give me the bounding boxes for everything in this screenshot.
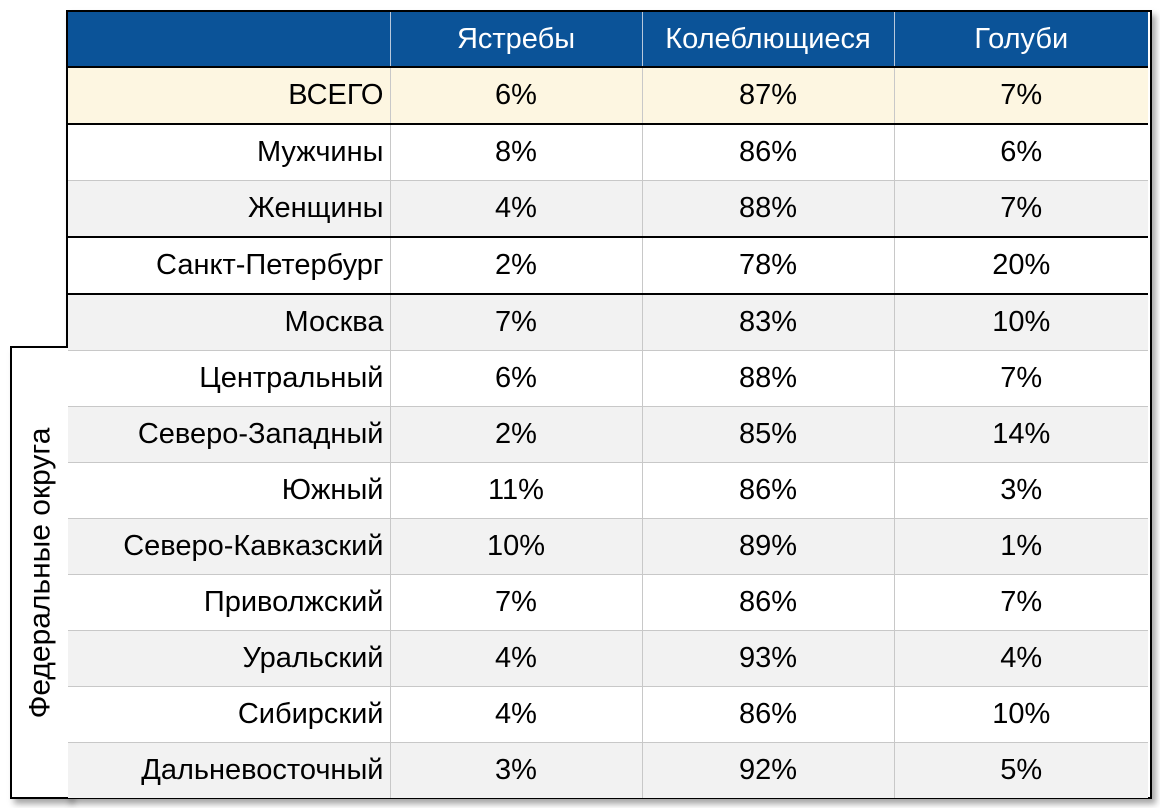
value-undecided-cell: 86% [641, 462, 894, 519]
table-row: Южный 11% 86% 3% [68, 462, 1148, 519]
value-hawks-cell: 7% [389, 293, 642, 351]
value-hawks-cell: 2% [389, 236, 642, 294]
table-row: Сибирский 4% 86% 10% [68, 686, 1148, 743]
row-label: Центральный [68, 350, 390, 407]
table-row: Санкт-Петербург 2% 78% 20% [68, 236, 1148, 294]
value-doves-cell: 7% [893, 180, 1148, 237]
value-doves-cell: 7% [893, 574, 1148, 631]
row-label: Южный [68, 462, 390, 519]
value-doves-cell: 10% [893, 686, 1148, 743]
table-body: ВСЕГО 6% 87% 7% Мужчины 8% 86% 6% Женщины 4% 88% 7%… [68, 66, 1148, 798]
value-undecided-cell: 86% [641, 686, 894, 743]
table-row: Москва 7% 83% 10% [68, 293, 1148, 351]
row-label: Северо-Кавказский [68, 518, 390, 575]
row-label: Дальневосточный [68, 742, 390, 798]
table-row: Северо-Западный 2% 85% 14% [68, 406, 1148, 463]
row-label: Северо-Западный [68, 406, 390, 463]
value-doves-cell: 6% [893, 123, 1148, 181]
value-hawks-cell: 4% [389, 630, 642, 687]
value-hawks-cell: 4% [389, 686, 642, 743]
value-undecided-cell: 88% [641, 350, 894, 407]
table-row: Женщины 4% 88% 7% [68, 180, 1148, 237]
value-undecided-cell: 83% [641, 293, 894, 351]
table-row: ВСЕГО 6% 87% 7% [68, 66, 1148, 124]
value-hawks-cell: 8% [389, 123, 642, 181]
value-undecided-cell: 89% [641, 518, 894, 575]
header-cell-doves: Голуби [893, 12, 1148, 67]
value-doves-cell: 7% [893, 66, 1148, 124]
row-label: Приволжский [68, 574, 390, 631]
group-label: Федеральные округа [10, 346, 70, 799]
value-hawks-cell: 4% [389, 180, 642, 237]
table-row: Северо-Кавказский 10% 89% 1% [68, 518, 1148, 575]
value-undecided-cell: 88% [641, 180, 894, 237]
value-doves-cell: 4% [893, 630, 1148, 687]
row-label: Сибирский [68, 686, 390, 743]
value-hawks-cell: 6% [389, 350, 642, 407]
header-cell-corner [68, 12, 390, 67]
value-hawks-cell: 3% [389, 742, 642, 798]
header-cell-hawks: Ястребы [389, 12, 642, 67]
value-doves-cell: 10% [893, 293, 1148, 351]
value-hawks-cell: 2% [389, 406, 642, 463]
value-hawks-cell: 7% [389, 574, 642, 631]
row-label: Москва [68, 293, 390, 351]
value-doves-cell: 7% [893, 350, 1148, 407]
group-frame [10, 346, 70, 799]
value-hawks-cell: 11% [389, 462, 642, 519]
value-undecided-cell: 86% [641, 123, 894, 181]
value-doves-cell: 3% [893, 462, 1148, 519]
table-row: Дальневосточный 3% 92% 5% [68, 742, 1148, 798]
row-label: ВСЕГО [68, 66, 390, 124]
value-doves-cell: 20% [893, 236, 1148, 294]
value-undecided-cell: 87% [641, 66, 894, 124]
row-label: Женщины [68, 180, 390, 237]
value-undecided-cell: 93% [641, 630, 894, 687]
value-doves-cell: 14% [893, 406, 1148, 463]
row-label: Уральский [68, 630, 390, 687]
group-label-text: Федеральные округа [23, 427, 56, 718]
value-undecided-cell: 92% [641, 742, 894, 798]
value-undecided-cell: 78% [641, 236, 894, 294]
value-hawks-cell: 10% [389, 518, 642, 575]
table-row: Центральный 6% 88% 7% [68, 350, 1148, 407]
header-row: Ястребы Колеблющиеся Голуби [68, 12, 1148, 67]
row-label: Санкт-Петербург [68, 236, 390, 294]
table-row: Мужчины 8% 86% 6% [68, 123, 1148, 181]
table-row: Приволжский 7% 86% 7% [68, 574, 1148, 631]
results-table: Ястребы Колеблющиеся Голуби ВСЕГО 6% 87% 7%… [68, 12, 1148, 798]
header-cell-undecided: Колеблющиеся [641, 12, 894, 67]
table-row: Уральский 4% 93% 4% [68, 630, 1148, 687]
value-hawks-cell: 6% [389, 66, 642, 124]
value-doves-cell: 5% [893, 742, 1148, 798]
value-doves-cell: 1% [893, 518, 1148, 575]
value-undecided-cell: 86% [641, 574, 894, 631]
row-label: Мужчины [68, 123, 390, 181]
value-undecided-cell: 85% [641, 406, 894, 463]
